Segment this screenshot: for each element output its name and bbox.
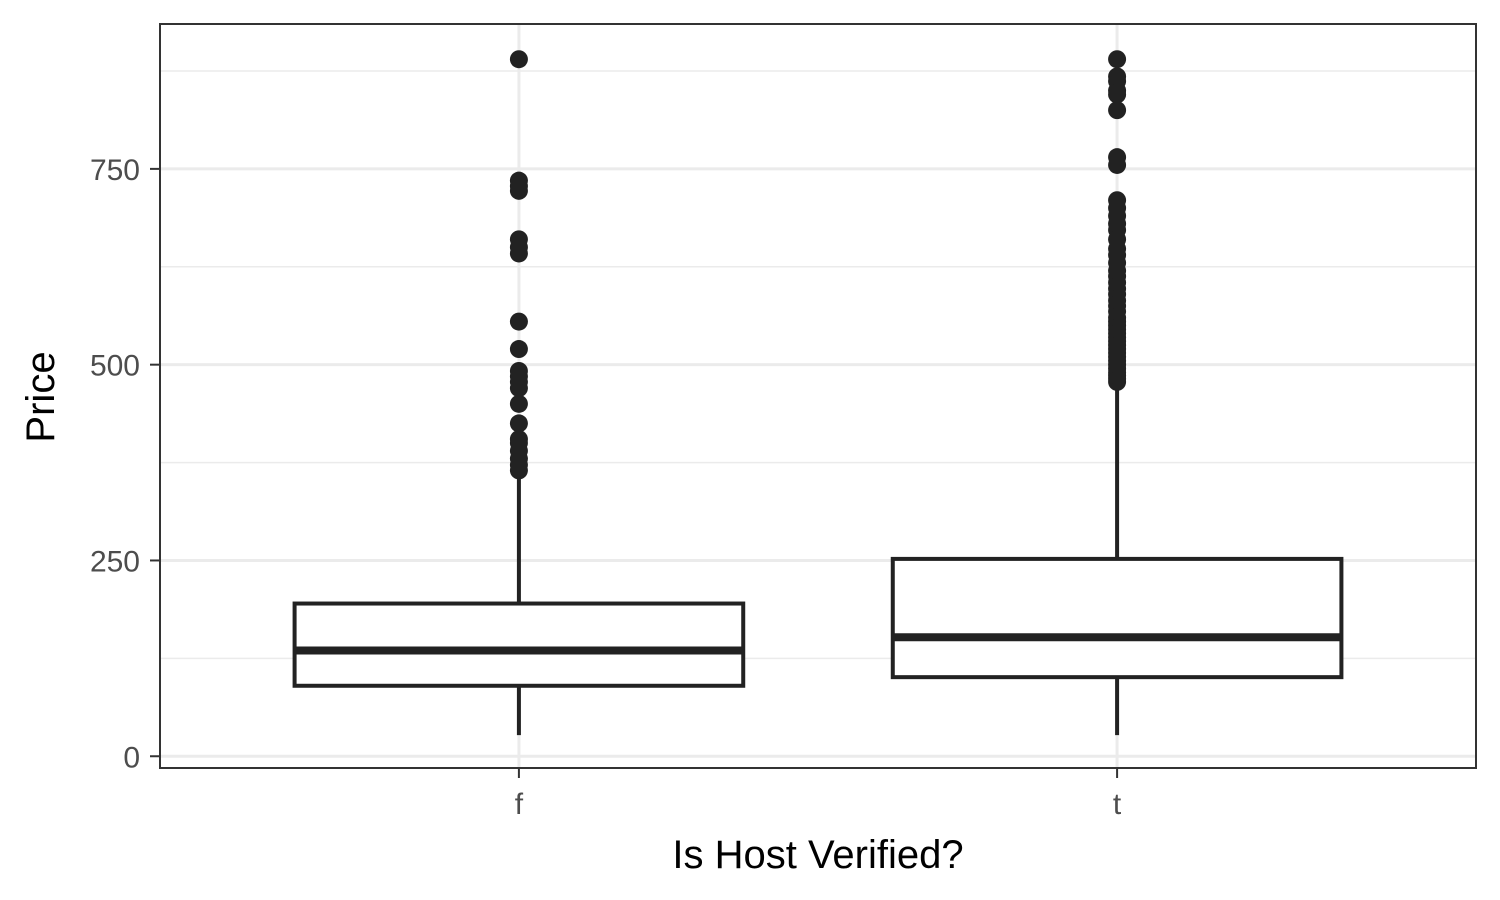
outlier-point <box>1108 148 1127 167</box>
x-axis-title: Is Host Verified? <box>672 833 963 877</box>
boxes <box>292 50 1344 736</box>
outlier-point <box>1108 50 1127 69</box>
outlier-point <box>509 340 528 359</box>
box-t <box>890 50 1344 736</box>
outlier-point <box>509 50 528 69</box>
y-tick-label: 0 <box>123 741 140 774</box>
panel-border <box>159 23 1477 769</box>
x-tick-label: f <box>515 788 524 821</box>
outlier-point <box>509 230 528 249</box>
outlier-point <box>1108 67 1127 86</box>
outlier-point <box>1108 191 1127 210</box>
outlier-point <box>509 171 528 190</box>
outlier-point <box>509 414 528 433</box>
outlier-point <box>509 361 528 380</box>
outlier-point <box>509 394 528 413</box>
y-tick-label: 500 <box>90 350 140 383</box>
x-tick-label: t <box>1113 788 1122 821</box>
outlier-point <box>1108 101 1127 120</box>
y-tick-label: 250 <box>90 545 140 578</box>
y-axis-title: Price <box>19 351 63 442</box>
box-f <box>292 50 746 736</box>
y-tick-label: 750 <box>90 154 140 187</box>
iqr-box <box>292 601 746 688</box>
outlier-point <box>509 430 528 449</box>
iqr-box <box>890 556 1344 680</box>
y-axis: 0 250 500 750 <box>90 154 160 774</box>
outlier-point <box>509 312 528 331</box>
